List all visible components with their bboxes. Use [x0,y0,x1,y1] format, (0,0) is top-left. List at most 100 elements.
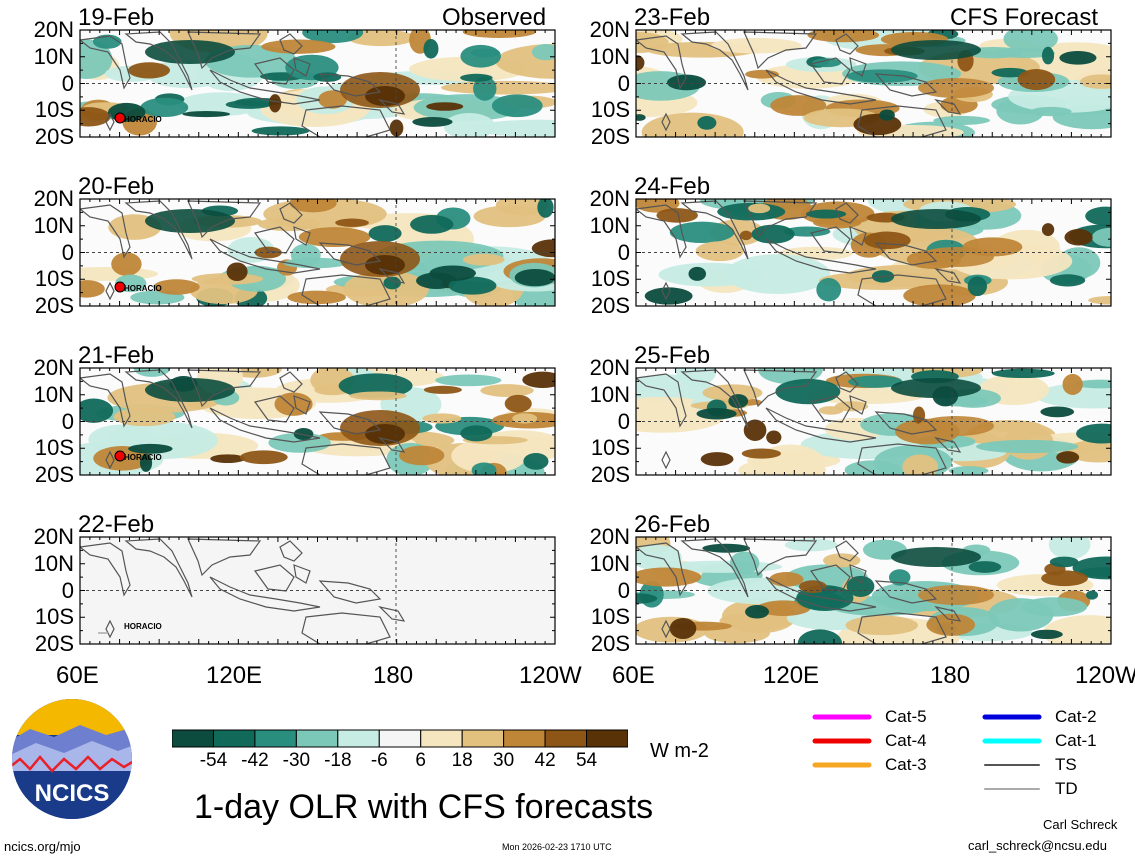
coastlines [80,538,406,644]
coastline [661,112,671,132]
olr-anomaly-blob [80,39,113,80]
storm-symbol [114,450,126,462]
coastline [743,31,818,70]
storm-legend [812,714,1042,790]
panel-date-label: 19-Feb [78,4,155,31]
olr-anomaly-core [293,427,314,440]
olr-anomaly-core [383,276,401,290]
coastline [765,576,877,612]
coastline [661,619,671,639]
olr-anomaly-core [739,230,753,241]
olr-anomaly-blob [775,378,841,405]
coastlines [636,538,962,644]
lat-tick-label: 10N [33,381,74,407]
olr-anomaly-blob [480,384,534,397]
coastline [124,538,193,598]
olr-anomaly-core [891,547,981,567]
olr-anomaly-blob [848,375,903,388]
olr-anomaly-core [918,416,994,436]
coastline [849,395,867,415]
olr-anomaly-core [696,408,737,420]
coastline [124,31,193,91]
olr-anomaly-blob [1073,379,1111,389]
map-panel [635,536,1112,645]
lat-tick-label: 10S [590,435,630,461]
olr-anomaly-blob [413,94,521,122]
coastline [809,395,851,423]
olr-anomaly-core [891,209,981,229]
lat-tick-label: 0 [61,408,74,434]
olr-anomaly-core [1017,69,1056,91]
lat-tick-label: 0 [61,70,74,96]
footer-email[interactable]: carl_schreck@ncsu.edu [968,838,1107,853]
olr-anomaly-blob [473,76,497,101]
coastline [318,580,382,604]
coastline [293,564,311,584]
panel-ticks [79,198,556,307]
footer-url[interactable]: ncics.org/mjo [4,839,81,854]
storm-symbol [114,112,126,124]
panel-ticks [635,198,1112,307]
ncics-logo: NCICS [12,699,132,819]
olr-anomaly-core [145,40,235,64]
coastline [849,57,867,77]
olr-anomaly-blob [1085,206,1111,226]
olr-anomaly-core [918,247,994,267]
olr-anomaly-blob [1091,227,1111,247]
storm-marker: HORACIO [114,450,162,462]
coastline [105,112,115,132]
olr-anomaly-blob [343,270,429,306]
olr-anomaly-core [1030,629,1063,640]
coastline [743,369,818,408]
coastline [743,200,818,239]
olr-anomaly-core [636,593,658,604]
coastline [378,436,406,453]
coastline [874,242,938,266]
panel-date-label: 23-Feb [634,4,711,31]
olr-anomaly-blob [926,613,976,636]
coastline [80,35,131,90]
olr-anomaly-blob [470,48,501,58]
olr-anomaly-core [846,575,875,597]
olr-anomaly-core [1041,223,1055,237]
legend-label: Cat-3 [885,755,927,774]
olr-anomaly-blob [1048,537,1091,560]
olr-anomaly-blob [751,224,795,244]
olr-anomaly-core [522,371,555,389]
olr-anomaly-core [666,74,707,91]
coastline [680,31,749,91]
olr-anomaly-blob [92,34,122,49]
coastline [934,605,962,622]
colorbar-swatch [378,729,422,748]
olr-anomaly-blob [797,629,843,644]
coastline [849,226,867,246]
lat-tick-label: 20S [34,293,74,318]
panel-date-label: 21-Feb [78,342,155,369]
olr-anomaly-blob [349,391,407,401]
olr-anomaly-core [1049,274,1086,287]
olr-anomaly-core [523,452,549,470]
olr-anomaly-core [226,262,248,282]
lon-tick-label: 120E [763,662,820,689]
olr-anomaly-core [313,72,342,82]
olr-field [636,368,1111,475]
olr-anomaly-core [891,378,981,398]
coastline [187,31,262,70]
olr-field [636,537,1111,644]
olr-anomaly-blob [991,368,1055,379]
colorbar-swatch [254,729,297,748]
lat-tick-label: 20N [589,355,630,380]
logo-red-line [12,755,132,773]
olr-anomaly-blob [784,538,838,552]
lat-tick-label: 20N [33,17,74,42]
footer-author: Carl Schreck [1043,817,1118,832]
coastline [187,200,262,239]
coastline [661,281,671,301]
lat-tick-label: 20N [33,524,74,549]
olr-anomaly-blob [111,252,142,276]
coastline [636,204,687,259]
lat-tick-label: 10S [34,97,74,123]
olr-anomaly-blob [462,253,505,266]
olr-anomaly-blob [770,95,827,116]
